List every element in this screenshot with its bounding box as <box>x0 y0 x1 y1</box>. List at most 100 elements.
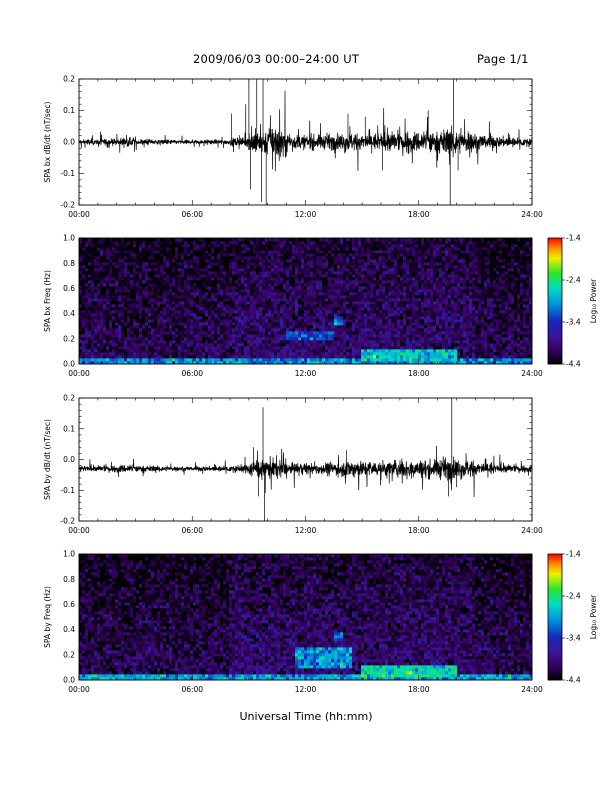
spectrogram-cell <box>262 295 266 299</box>
spectrogram-cell <box>220 268 224 272</box>
spectrogram-cell <box>169 355 173 359</box>
spectrogram-cell <box>415 298 419 302</box>
spectrogram-cell <box>193 337 197 341</box>
spectrogram-cell <box>166 346 170 350</box>
spectrogram-cell <box>328 238 332 242</box>
spectrogram-cell <box>262 283 266 287</box>
spectrogram-cell <box>238 346 242 350</box>
spectrogram-cell <box>91 340 95 344</box>
spectrogram-cell <box>190 274 194 278</box>
spectrogram-cell <box>157 358 161 362</box>
spectrogram-cell <box>196 334 200 338</box>
spectrogram-cell <box>154 355 158 359</box>
spectrogram-cell <box>166 250 170 254</box>
spectrogram-cell <box>79 325 83 329</box>
spectrogram-cell <box>382 304 386 308</box>
spectrogram-cell <box>181 253 185 257</box>
spectrogram-cell <box>394 250 398 254</box>
spectrogram-cell <box>88 241 92 245</box>
spectrogram-cell <box>298 280 302 284</box>
spectrogram-cell <box>232 361 236 365</box>
spectrogram-cell <box>154 319 158 323</box>
spectrogram-cell <box>259 238 263 242</box>
spectrogram-cell <box>235 313 239 317</box>
spectrogram-cell <box>346 358 350 362</box>
spectrogram-cell <box>403 310 407 314</box>
spectrogram-cell <box>223 256 227 260</box>
spectrogram-cell <box>253 292 257 296</box>
spectrogram-cell <box>115 265 119 269</box>
spectrogram-cell <box>124 325 128 329</box>
spectrogram-cell <box>163 262 167 266</box>
spectrogram-cell <box>97 262 101 266</box>
spectrogram-cell <box>178 253 182 257</box>
spectrogram-cell <box>328 343 332 347</box>
spectrogram-cell <box>271 313 275 317</box>
spectrogram-cell <box>334 337 338 341</box>
spectrogram-cell <box>256 304 260 308</box>
spectrogram-cell <box>82 328 86 332</box>
spectrogram-cell <box>244 331 248 335</box>
spectrogram-cell <box>421 352 425 356</box>
spectrogram-cell <box>376 289 380 293</box>
spectrogram-cell <box>283 328 287 332</box>
spectrogram-cell <box>331 247 335 251</box>
spectrogram-cell <box>214 355 218 359</box>
spectrogram-cell <box>277 334 281 338</box>
spectrogram-cell <box>235 253 239 257</box>
spectrogram-cell <box>355 295 359 299</box>
spectrogram-cell <box>367 322 371 326</box>
spectrogram-cell <box>211 301 215 305</box>
spectrogram-cell <box>334 271 338 275</box>
spectrogram-cell <box>175 301 179 305</box>
spectrogram-cell <box>313 271 317 275</box>
spectrogram-cell <box>238 295 242 299</box>
spectrogram-cell <box>337 289 341 293</box>
spectrogram-cell <box>274 274 278 278</box>
spectrogram-cell <box>424 358 428 362</box>
spectrogram-cell <box>286 292 290 296</box>
spectrogram-cell <box>415 331 419 335</box>
spectrogram-cell <box>79 298 83 302</box>
spectrogram-cell <box>268 259 272 263</box>
spectrogram-cell <box>424 298 428 302</box>
spectrogram-cell <box>364 340 368 344</box>
spectrogram-cell <box>118 334 122 338</box>
spectrogram-cell <box>241 286 245 290</box>
spectrogram-cell <box>274 262 278 266</box>
spectrogram-cell <box>163 277 167 281</box>
spectrogram-cell <box>124 238 128 242</box>
spectrogram-cell <box>361 343 365 347</box>
spectrogram-cell <box>403 292 407 296</box>
spectrogram-cell <box>421 271 425 275</box>
spectrogram-cell <box>325 340 329 344</box>
spectrogram-cell <box>235 250 239 254</box>
spectrogram-cell <box>361 265 365 269</box>
spectrogram-cell <box>322 322 326 326</box>
spectrogram-cell <box>421 340 425 344</box>
spectrogram-cell <box>277 352 281 356</box>
spectrogram-cell <box>127 259 131 263</box>
spectrogram-cell <box>88 280 92 284</box>
spectrogram-cell <box>409 295 413 299</box>
spectrogram-cell <box>205 319 209 323</box>
spectrogram-cell <box>220 289 224 293</box>
spectrogram-cell <box>172 274 176 278</box>
spectrogram-cell <box>328 328 332 332</box>
spectrogram-cell <box>232 262 236 266</box>
spectrogram-cell <box>271 334 275 338</box>
spectrogram-cell <box>322 268 326 272</box>
spectrogram-cell <box>130 319 134 323</box>
spectrogram-cell <box>229 271 233 275</box>
spectrogram-cell <box>172 358 176 362</box>
spectrogram-cell <box>274 298 278 302</box>
figure-title: 2009/06/03 00:00–24:00 UT <box>193 52 360 66</box>
spectrogram-cell <box>265 352 269 356</box>
spectrogram-cell <box>337 268 341 272</box>
spectrogram-cell <box>397 322 401 326</box>
spectrogram-cell <box>262 349 266 353</box>
spectrogram-cell <box>100 244 104 248</box>
spectrogram-cell <box>133 253 137 257</box>
spectrogram-cell <box>205 274 209 278</box>
spectrogram-cell <box>124 241 128 245</box>
